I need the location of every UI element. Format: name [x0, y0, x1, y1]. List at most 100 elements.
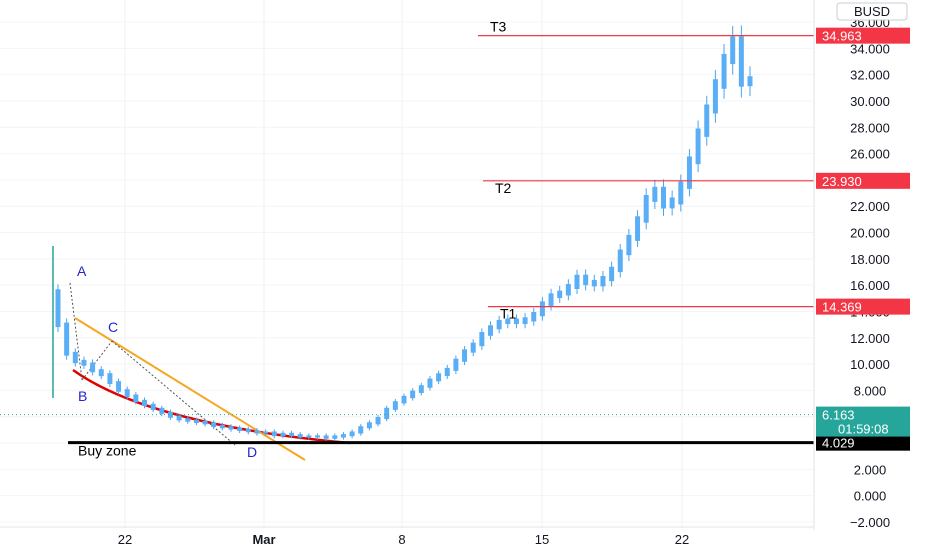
y-tick-14: 26.000 — [850, 147, 890, 162]
point-label-b: B — [78, 388, 87, 404]
candle-body-71 — [669, 197, 675, 209]
point-label-c: C — [108, 319, 118, 335]
price-badge-label-2: 14.369 — [822, 300, 862, 315]
price-badge-3 — [816, 434, 910, 451]
candle-body-80 — [747, 76, 753, 87]
price-badge-label-3: 4.029 — [822, 436, 855, 451]
candle-body-31 — [323, 435, 329, 439]
y-tick-10: 18.000 — [850, 252, 890, 267]
candle-body-72 — [678, 181, 684, 205]
descending-trendline — [74, 317, 306, 461]
currency-label: BUSD — [854, 4, 890, 19]
current-price-badge — [816, 406, 910, 437]
candle-body-42 — [418, 385, 424, 393]
candle-body-26 — [280, 432, 286, 437]
candle-body-60 — [574, 274, 580, 289]
candle-body-41 — [410, 390, 416, 399]
price-badge-2 — [816, 298, 910, 315]
candle-body-75 — [704, 104, 710, 137]
candle-body-18 — [211, 422, 217, 427]
candle-body-24 — [263, 431, 269, 434]
price-badge-label-0: 34.963 — [822, 29, 862, 44]
candle-body-49 — [479, 332, 485, 347]
level-label-0: T3 — [490, 19, 507, 35]
candle-body-22 — [245, 428, 251, 433]
candle-body-25 — [271, 431, 277, 437]
candle-body-52 — [505, 318, 511, 325]
price-badge-1 — [816, 172, 910, 189]
trendline-c-d — [111, 340, 236, 446]
candle-body-53 — [513, 318, 519, 325]
candle-body-34 — [349, 431, 355, 437]
candle-body-5 — [98, 369, 104, 377]
candle-body-16 — [193, 419, 199, 424]
level-label-3: Buy zone — [78, 443, 137, 459]
x-tick-2: 8 — [398, 532, 405, 547]
candle-body-58 — [557, 290, 563, 299]
candle-body-1 — [64, 322, 70, 356]
candle-body-0 — [55, 289, 61, 328]
candle-body-44 — [436, 373, 442, 382]
candles — [55, 25, 753, 441]
candle-body-20 — [228, 426, 234, 430]
x-tick-1: Mar — [252, 532, 275, 547]
support-curve — [72, 368, 351, 445]
candle-body-33 — [340, 434, 346, 438]
candle-body-79 — [738, 36, 744, 87]
trendline-b-c — [81, 340, 113, 381]
x-tick-0: 22 — [118, 532, 132, 547]
candle-body-28 — [297, 434, 303, 438]
candle-body-68 — [643, 195, 649, 223]
candle-body-37 — [375, 417, 381, 425]
y-tick-0: −2.000 — [850, 515, 890, 530]
candle-body-7 — [116, 381, 122, 392]
candle-body-29 — [306, 435, 312, 438]
y-tick-18: 34.000 — [850, 41, 890, 56]
y-tick-16: 30.000 — [850, 94, 890, 109]
price-badge-label-1: 23.930 — [822, 174, 862, 189]
currency-badge — [836, 2, 908, 21]
candle-body-2 — [72, 351, 78, 364]
candle-body-65 — [617, 249, 623, 273]
candle-body-23 — [254, 430, 260, 434]
candle-body-27 — [289, 432, 295, 437]
grid — [0, 0, 814, 527]
candle-body-64 — [609, 266, 615, 282]
candle-body-57 — [548, 293, 554, 306]
candle-body-63 — [600, 276, 606, 287]
candle-body-76 — [712, 79, 718, 114]
x-tick-4: 22 — [675, 532, 689, 547]
candle-body-45 — [444, 367, 450, 377]
y-tick-7: 12.000 — [850, 331, 890, 346]
candle-body-48 — [470, 342, 476, 353]
candle-body-36 — [366, 422, 372, 429]
candle-body-10 — [142, 399, 147, 407]
candle-body-55 — [531, 311, 537, 322]
candle-body-17 — [202, 420, 208, 425]
y-tick-9: 16.000 — [850, 278, 890, 293]
candle-body-43 — [427, 378, 433, 388]
candle-body-39 — [392, 401, 398, 410]
current-price-value: 6.163 — [822, 408, 855, 423]
candle-body-56 — [539, 301, 545, 317]
y-tick-17: 32.000 — [850, 68, 890, 83]
trendline-a-b — [69, 282, 83, 381]
y-tick-11: 20.000 — [850, 226, 890, 241]
candle-body-69 — [652, 186, 658, 202]
y-tick-15: 28.000 — [850, 120, 890, 135]
x-tick-3: 15 — [535, 532, 549, 547]
candle-body-50 — [488, 325, 493, 336]
pattern-drawings — [52, 246, 351, 461]
candle-body-59 — [565, 284, 571, 296]
candle-body-61 — [583, 274, 589, 286]
candle-body-19 — [219, 424, 225, 429]
candle-body-35 — [358, 426, 364, 434]
candle-body-9 — [133, 394, 139, 403]
candle-body-47 — [462, 349, 468, 362]
candle-body-11 — [150, 403, 156, 410]
pattern-labels: A B C D — [77, 263, 257, 460]
y-tick-5: 8.000 — [854, 383, 887, 398]
point-label-d: D — [247, 444, 257, 460]
